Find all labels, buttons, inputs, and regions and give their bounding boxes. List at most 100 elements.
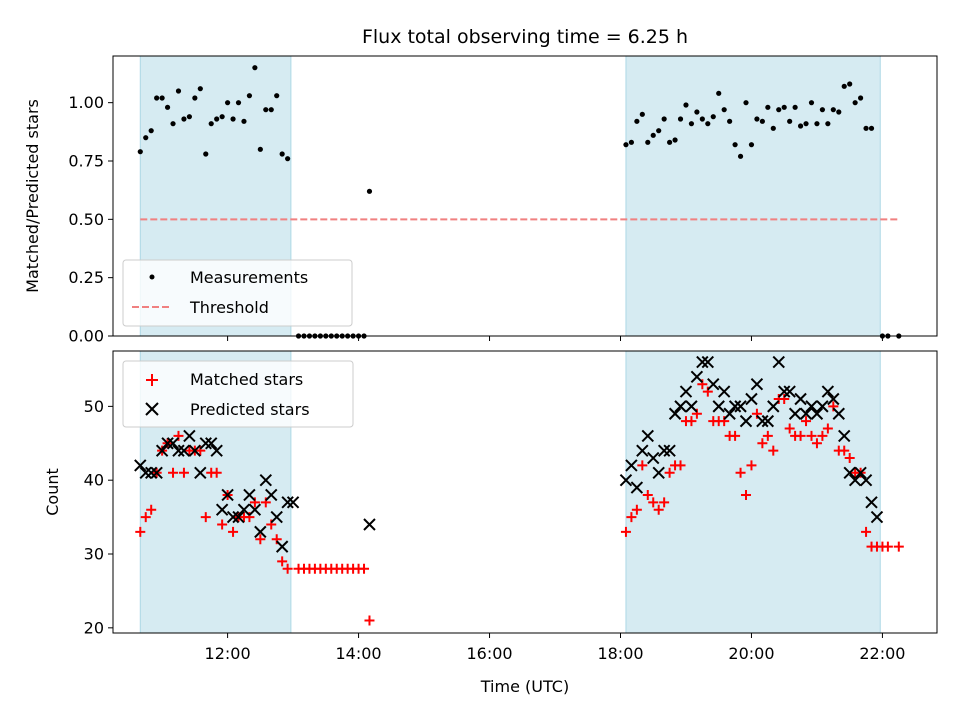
matched-star-point	[178, 467, 189, 478]
measurement-point	[852, 100, 858, 106]
matched-star-point	[217, 519, 228, 530]
predicted-star-point	[275, 540, 289, 553]
predicted-star-point	[619, 473, 633, 487]
measurement-point	[830, 107, 836, 113]
bottom-y-tick-label: 30	[84, 545, 104, 564]
matched-star-point	[746, 460, 757, 471]
predicted-star-point	[728, 400, 742, 413]
predicted-star-point	[799, 407, 813, 420]
legend-predicted-marker	[145, 402, 159, 416]
matched-star-point	[648, 497, 659, 508]
measurement-point	[858, 95, 864, 101]
predicted-star-point	[674, 400, 687, 413]
measurement-point	[765, 104, 771, 110]
matched-star-point	[168, 467, 179, 478]
measurement-point	[181, 116, 187, 122]
measurement-point	[705, 121, 711, 127]
predicted-star-point	[363, 518, 376, 531]
measurement-point	[743, 100, 749, 106]
matched-star-point	[757, 438, 768, 449]
measurement-point	[803, 121, 809, 127]
predicted-star-point	[734, 400, 747, 413]
measurement-point	[650, 132, 656, 138]
predicted-star-point	[248, 503, 262, 516]
observing-window-1	[625, 56, 881, 336]
predicted-star-point	[194, 466, 207, 480]
matched-star-point	[255, 534, 266, 545]
predicted-star-point	[155, 444, 169, 457]
measurement-point	[841, 83, 847, 89]
matched-star-point	[211, 467, 222, 478]
predicted-star-point	[188, 444, 202, 457]
measurement-point	[737, 153, 744, 159]
measurement-point	[825, 121, 831, 127]
predicted-star-point	[816, 400, 829, 413]
predicted-star-point	[663, 444, 676, 457]
observing-window-1	[625, 351, 881, 633]
measurement-point	[224, 100, 231, 106]
measurement-point	[672, 137, 678, 143]
top-y-tick-label: 1.00	[68, 93, 104, 112]
matched-star-point	[882, 541, 893, 552]
measurement-point	[175, 88, 182, 94]
predicted-star-point	[717, 385, 731, 398]
measurement-point	[214, 116, 220, 122]
matched-star-point	[135, 526, 146, 537]
measurement-point	[694, 109, 700, 115]
top-x-ticks	[227, 336, 883, 341]
measurement-point	[645, 139, 651, 145]
matched-star-point	[730, 430, 741, 441]
matched-star-point	[784, 423, 795, 434]
legend-measurements-label: Measurements	[190, 268, 308, 287]
measurement-point	[279, 151, 285, 157]
x-axis-label: Time (UTC)	[480, 677, 569, 696]
predicted-star-point	[237, 503, 251, 516]
measurement-point	[143, 135, 149, 141]
predicted-star-point	[777, 385, 791, 398]
measurement-point	[639, 111, 645, 117]
predicted-star-point	[750, 378, 764, 391]
measurement-point	[781, 104, 787, 110]
measurement-point	[787, 118, 793, 124]
measurement-point	[814, 121, 820, 127]
measurement-point	[699, 116, 705, 122]
x-tick-label: 20:00	[728, 644, 774, 663]
predicted-star-point	[788, 407, 802, 420]
matched-star-point	[642, 489, 653, 500]
predicted-star-point	[265, 488, 278, 502]
matched-star-point	[861, 526, 872, 537]
measurement-point	[868, 125, 875, 131]
measurement-point	[847, 81, 853, 87]
matched-star-point	[664, 467, 675, 478]
predicted-star-point	[701, 355, 715, 369]
matched-star-point	[277, 556, 288, 567]
top-y-tick-label: 0.00	[68, 327, 104, 346]
predicted-star-point	[647, 451, 660, 465]
x-tick-label: 16:00	[466, 644, 512, 663]
bottom-y-tick-label: 20	[84, 618, 104, 637]
x-tick-label: 18:00	[597, 644, 643, 663]
measurement-point	[683, 102, 689, 108]
predicted-star-point	[270, 510, 283, 524]
matched-star-point	[844, 453, 855, 464]
measurement-point	[366, 188, 373, 194]
predicted-star-point	[166, 437, 180, 450]
predicted-star-point	[761, 414, 775, 428]
bottom-y-axis-label: Count	[43, 468, 62, 516]
measurement-point	[748, 142, 755, 148]
measurement-point	[776, 107, 782, 113]
predicted-star-points	[134, 355, 884, 553]
x-tick-label: 22:00	[859, 644, 905, 663]
predicted-star-point	[843, 466, 856, 480]
predicted-star-point	[652, 466, 665, 480]
predicted-star-point	[810, 407, 824, 420]
predicted-star-point	[281, 496, 294, 509]
measurement-point	[721, 107, 727, 113]
measurement-point	[797, 123, 804, 129]
predicted-star-point	[690, 370, 704, 384]
predicted-star-point	[625, 459, 638, 472]
measurement-point	[710, 114, 716, 120]
predicted-star-point	[668, 407, 682, 420]
predicted-star-point	[772, 355, 785, 369]
measurement-point	[219, 114, 225, 120]
